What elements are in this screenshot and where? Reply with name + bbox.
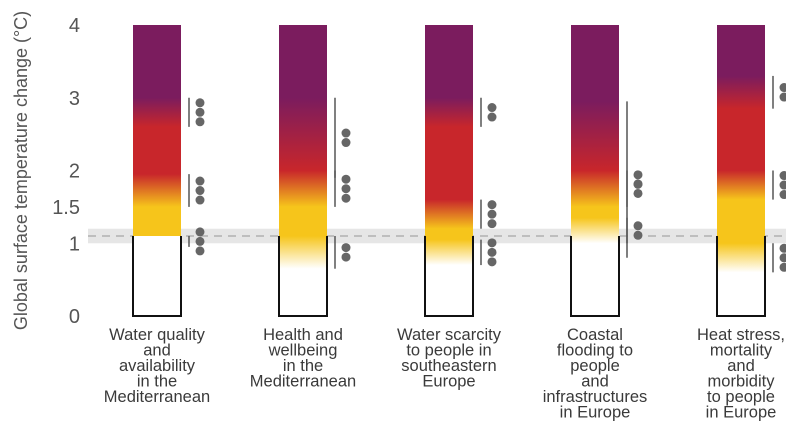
- confidence-dot: [487, 247, 497, 257]
- category-label: Mediterranean: [250, 373, 356, 391]
- confidence-dot: [341, 184, 351, 194]
- category-label: in Europe: [706, 404, 777, 422]
- y-tick-label: 1: [69, 233, 80, 255]
- category-label: wellbeing: [268, 342, 338, 360]
- category-label: in the: [137, 373, 177, 391]
- category-label: in the: [283, 357, 323, 375]
- category-label: Water quality: [109, 326, 205, 344]
- confidence-dot: [779, 83, 786, 93]
- confidence-dot: [487, 209, 497, 219]
- category-label: people: [570, 357, 620, 375]
- category-label: and: [581, 373, 609, 391]
- category-label: Health and: [263, 326, 343, 344]
- category-label: availability: [119, 357, 196, 375]
- confidence-dot: [487, 103, 497, 113]
- confidence-dot: [195, 107, 205, 117]
- confidence-dot: [195, 98, 205, 108]
- risk-bar: [717, 25, 765, 316]
- bar-outline: [278, 235, 328, 317]
- category-label: Mediterranean: [104, 388, 210, 406]
- category-label: Europe: [422, 373, 475, 391]
- confidence-dot: [633, 221, 643, 231]
- confidence-dot: [779, 92, 786, 102]
- confidence-dot: [779, 243, 786, 253]
- bar-outline: [424, 235, 474, 317]
- confidence-dot: [779, 253, 786, 263]
- confidence-dot: [779, 262, 786, 272]
- confidence-dot: [195, 117, 205, 127]
- confidence-dot: [487, 112, 497, 122]
- category-label: morbidity: [708, 373, 776, 391]
- confidence-dot: [633, 230, 643, 240]
- bar-outline: [132, 235, 182, 317]
- confidence-dot: [487, 238, 497, 248]
- confidence-dot: [195, 236, 205, 246]
- bar-outline: [570, 235, 620, 317]
- category-label: to people in: [406, 342, 491, 360]
- confidence-dot: [341, 252, 351, 262]
- risk-bar: [133, 25, 181, 316]
- risk-bar: [425, 25, 473, 316]
- confidence-dot: [341, 138, 351, 148]
- category-label: and: [143, 342, 171, 360]
- category-label: mortality: [710, 342, 773, 360]
- confidence-dot: [633, 170, 643, 180]
- category-label: southeastern: [401, 357, 496, 375]
- confidence-dot: [487, 200, 497, 210]
- confidence-dot: [633, 188, 643, 198]
- confidence-dot: [779, 190, 786, 200]
- y-tick-label: 1.5: [52, 197, 80, 219]
- category-label: Water scarcity: [397, 326, 502, 344]
- confidence-dot: [341, 174, 351, 184]
- category-label: infrastructures: [543, 388, 648, 406]
- confidence-dot: [195, 246, 205, 256]
- category-label: Heat stress,: [697, 326, 785, 344]
- confidence-dot: [195, 227, 205, 237]
- confidence-dot: [487, 219, 497, 229]
- confidence-dot: [195, 195, 205, 205]
- y-axis-label: Global surface temperature change (°C): [11, 11, 31, 330]
- category-label: Coastal: [567, 326, 623, 344]
- confidence-dot: [341, 243, 351, 253]
- confidence-dot: [341, 128, 351, 138]
- risk-bar: [571, 25, 619, 316]
- category-label: and: [727, 357, 755, 375]
- confidence-dot: [341, 193, 351, 203]
- risk-bar: [279, 25, 327, 316]
- confidence-dot: [779, 171, 786, 181]
- confidence-dot: [487, 257, 497, 267]
- category-label: to people: [707, 388, 775, 406]
- confidence-dot: [195, 176, 205, 186]
- y-tick-label: 2: [69, 161, 80, 183]
- bar-outline: [716, 235, 766, 317]
- confidence-dot: [195, 186, 205, 196]
- category-label: flooding to: [557, 342, 633, 360]
- category-label: in Europe: [560, 404, 631, 422]
- y-tick-label: 0: [69, 306, 80, 328]
- confidence-dot: [633, 179, 643, 189]
- confidence-dot: [779, 180, 786, 190]
- y-tick-label: 4: [69, 15, 80, 37]
- y-tick-label: 3: [69, 88, 80, 110]
